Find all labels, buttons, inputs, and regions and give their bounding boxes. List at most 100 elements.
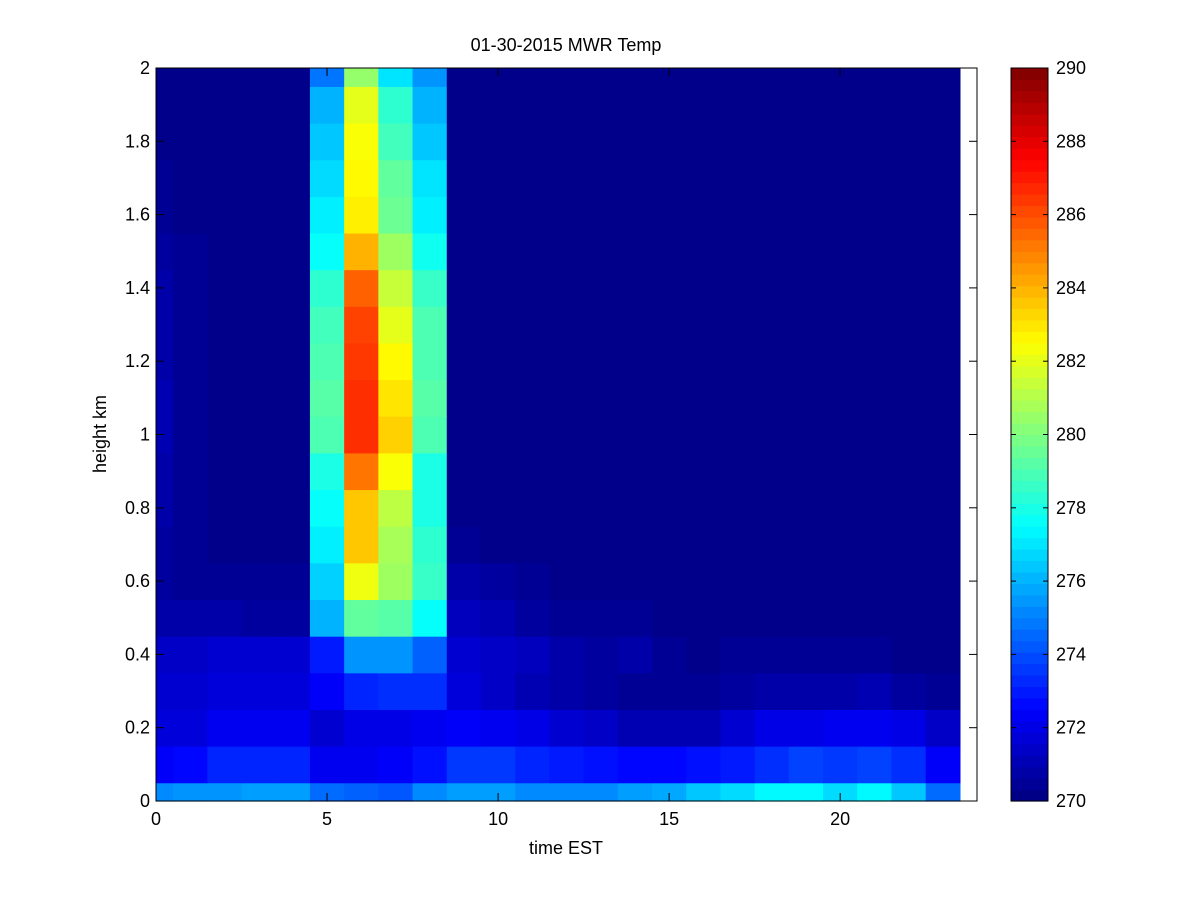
heatmap-cell [549, 86, 585, 124]
colorbar-segment [1011, 319, 1048, 333]
heatmap-cell [156, 782, 174, 802]
heatmap-cell [549, 196, 585, 234]
heatmap-cell [754, 782, 790, 802]
heatmap-cell [309, 86, 345, 124]
y-tick-label: 1 [140, 425, 150, 445]
heatmap-cell [446, 452, 482, 491]
heatmap-cell [446, 489, 482, 527]
heatmap-cell [583, 379, 619, 417]
heatmap-cell [891, 672, 927, 710]
colorbar-segment [1011, 652, 1048, 665]
heatmap-cell [617, 636, 653, 674]
heatmap-cell [309, 709, 345, 747]
heatmap-cell [156, 416, 174, 454]
heatmap-cell [207, 709, 243, 747]
heatmap-cell [891, 86, 927, 124]
colorbar-segment [1011, 457, 1048, 470]
heatmap-cell [549, 672, 585, 710]
colorbar-segment [1011, 148, 1048, 161]
heatmap-cell [823, 379, 858, 417]
heatmap-cell [720, 416, 756, 454]
heatmap-cell [344, 709, 379, 747]
heatmap-cell [891, 489, 927, 527]
heatmap-cell [549, 782, 585, 802]
heatmap-cell [549, 379, 585, 417]
heatmap-cell [549, 746, 585, 784]
heatmap-cell [241, 709, 277, 747]
heatmap-cell [857, 416, 893, 454]
heatmap-cell [446, 68, 482, 87]
heatmap-cell [378, 196, 414, 234]
heatmap-cell [378, 636, 414, 674]
heatmap-cell [275, 232, 311, 271]
heatmap-cell [823, 599, 858, 637]
heatmap-cell [720, 746, 756, 784]
heatmap-cell [241, 746, 277, 784]
heatmap-cell [686, 122, 722, 161]
colorbar-segment [1011, 766, 1048, 779]
heatmap-cell [207, 122, 243, 161]
heatmap-cell [788, 599, 824, 637]
colorbar-segment [1011, 629, 1048, 642]
colorbar-segment [1011, 755, 1048, 768]
colorbar-segment [1011, 537, 1048, 550]
heatmap-cell [207, 379, 243, 417]
heatmap-cell [480, 269, 516, 307]
colorbar-segment [1011, 617, 1048, 630]
heatmap-cell [788, 269, 824, 307]
colorbar-segment [1011, 68, 1048, 81]
heatmap-cell [583, 232, 619, 271]
heatmap-cell [788, 342, 824, 381]
heatmap-cell [156, 562, 174, 601]
heatmap-cell [446, 746, 482, 784]
heatmap-cell [207, 416, 243, 454]
x-tick-label: 10 [488, 809, 508, 829]
colorbar-segment [1011, 411, 1048, 424]
heatmap-cell [156, 306, 174, 344]
colorbar-segment [1011, 205, 1048, 218]
heatmap-cell [378, 562, 414, 601]
colorbar-segment [1011, 342, 1048, 355]
colorbar-tick-label: 290 [1056, 58, 1086, 78]
heatmap-cell [652, 599, 687, 637]
heatmap-cell [617, 379, 653, 417]
heatmap-cell [686, 672, 722, 710]
heatmap-cell [378, 672, 414, 710]
heatmap-cell [241, 269, 277, 307]
colorbar-segment [1011, 468, 1048, 481]
heatmap-cell [241, 489, 277, 527]
x-tick-label: 0 [151, 809, 161, 829]
colorbar-segment [1011, 583, 1048, 596]
heatmap-cell [617, 342, 653, 381]
heatmap-cell [686, 86, 722, 124]
heatmap-cell [309, 489, 345, 527]
heatmap-cell [344, 562, 379, 601]
heatmap-cell [480, 782, 516, 802]
heatmap-cell [275, 68, 311, 87]
heatmap-cell [412, 562, 448, 601]
heatmap-cell [925, 269, 961, 307]
heatmap-cell [207, 599, 243, 637]
heatmap-cell [891, 306, 927, 344]
heatmap-cell [617, 68, 653, 87]
heatmap-cell [480, 122, 516, 161]
heatmap-cell [275, 672, 311, 710]
heatmap-cell [857, 452, 893, 491]
heatmap-cell [823, 782, 858, 802]
heatmap-cell [549, 489, 585, 527]
heatmap-cell [720, 489, 756, 527]
heatmap-cell [446, 416, 482, 454]
colorbar-tick-label: 272 [1056, 718, 1086, 738]
heatmap-cell [275, 342, 311, 381]
heatmap-cell [925, 68, 961, 87]
heatmap-cell [549, 269, 585, 307]
heatmap-cell [891, 599, 927, 637]
heatmap-cell [275, 709, 311, 747]
heatmap-cell [480, 672, 516, 710]
heatmap-cell [823, 342, 858, 381]
heatmap-cell [156, 526, 174, 564]
colorbar-segment [1011, 136, 1048, 149]
colorbar-segment [1011, 480, 1048, 493]
colorbar-segment [1011, 514, 1048, 527]
heatmap-cell [480, 68, 516, 87]
